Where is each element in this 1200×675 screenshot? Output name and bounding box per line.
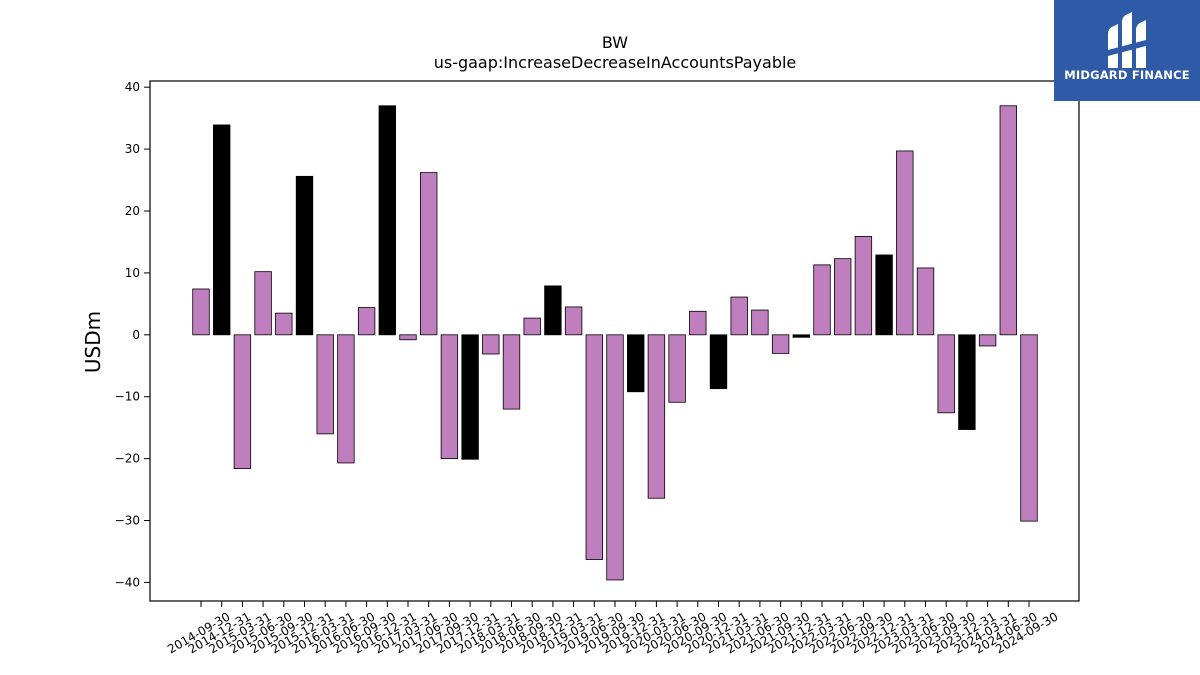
bar-2018-09-30 [523,317,541,336]
bar-2015-12-31 [295,175,314,336]
bar-2024-09-30 [1020,334,1038,522]
bar-2021-09-30 [771,334,790,354]
bar-2022-06-30 [834,258,852,336]
y-tick-label: 20 [125,204,140,218]
bar-2020-06-30 [668,334,686,403]
bar-2021-06-30 [751,309,769,336]
y-tick-label: −40 [115,575,140,589]
bars-group [192,105,1038,581]
y-tick-label: −10 [115,390,140,404]
y-tick-label: 40 [125,80,140,94]
y-tick-label: 0 [132,328,140,342]
y-axis-label: USDm [81,311,105,373]
x-axis: 2014-09-302014-12-312015-03-312015-06-30… [165,601,1061,656]
chart-subtitle: us-gaap:IncreaseDecreaseInAccountsPayabl… [434,53,797,72]
brand-logo: MIDGARD FINANCE [1054,0,1200,101]
bar-2019-09-30 [606,334,624,581]
bar-2019-06-30 [585,334,603,560]
bar-2016-09-30 [357,307,376,336]
chart-title: BW [602,33,628,52]
bar-2014-12-31 [213,124,231,336]
bar-2020-03-31 [647,334,666,499]
bar-2017-06-30 [420,172,438,336]
bar-2016-03-31 [316,334,334,435]
bar-2020-09-30 [689,310,707,336]
bar-2022-09-30 [854,235,873,336]
bar-2023-03-31 [896,150,914,336]
bar-2018-06-30 [502,334,521,410]
bar-2016-06-30 [337,334,355,464]
bar-2015-03-31 [233,334,252,469]
bar-2024-06-30 [999,105,1017,336]
midgard-logo-icon [1108,12,1146,68]
bar-2021-12-31 [792,334,810,338]
bar-2018-12-31 [544,285,562,336]
y-tick-label: −30 [115,514,140,528]
bar-2018-03-31 [482,334,500,355]
bar-2023-12-31 [958,334,976,430]
bar-2016-12-31 [378,105,396,336]
bar-2015-09-30 [275,312,293,336]
bar-2019-03-31 [564,306,583,336]
bar-2022-12-31 [875,254,893,336]
bar-2017-03-31 [399,334,417,341]
bar-2014-09-30 [192,288,210,336]
bar-2022-03-31 [813,264,831,336]
brand-name: MIDGARD FINANCE [1064,68,1190,82]
bar-2023-09-30 [937,334,955,414]
bar-2015-06-30 [254,271,272,336]
y-axis: 40 30 20 10 0 −10 −20 −30 −40 [115,80,150,589]
bar-2021-03-31 [730,296,748,336]
y-tick-label: 30 [125,142,140,156]
bar-2017-12-31 [461,334,479,460]
plot-frame [149,80,1080,602]
bar-2017-09-30 [440,334,459,460]
bar-2020-12-31 [709,334,728,390]
y-tick-label: −20 [115,452,140,466]
y-tick-label: 10 [125,266,140,280]
bar-2019-12-31 [627,334,645,393]
bar-2024-03-31 [978,334,997,347]
bar-2023-06-30 [916,267,935,336]
